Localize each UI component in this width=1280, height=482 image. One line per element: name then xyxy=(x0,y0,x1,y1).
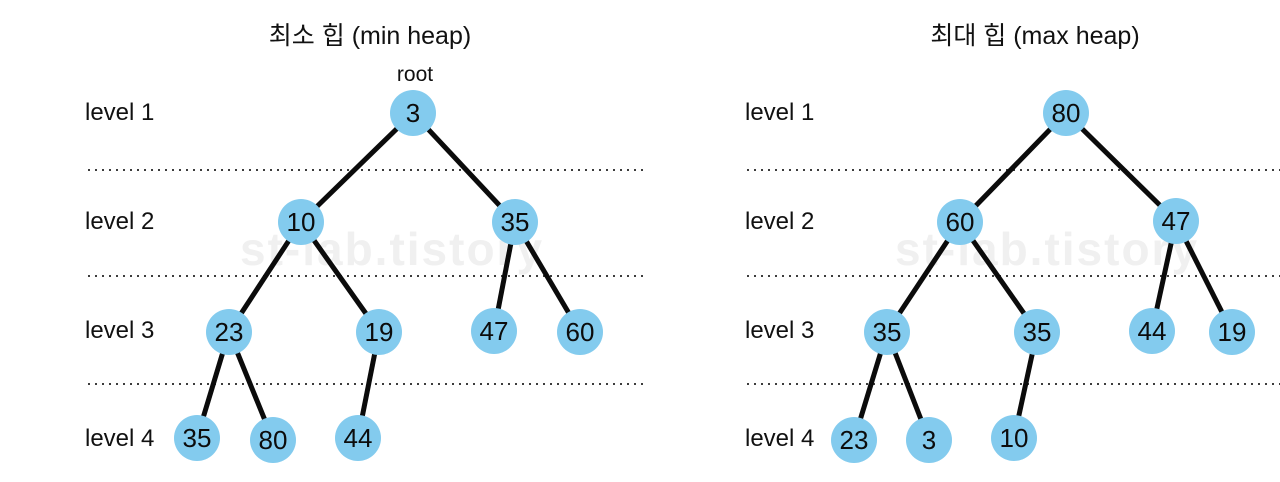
level-3-label-right: level 3 xyxy=(745,317,815,344)
node-max-3: 3 xyxy=(906,417,952,463)
node-min-44: 44 xyxy=(335,415,381,461)
node-max-root-80: 80 xyxy=(1043,90,1089,136)
level-2-label-left: level 2 xyxy=(85,208,155,235)
level-separator-2-left xyxy=(88,275,643,277)
level-separator-1-left xyxy=(88,169,643,171)
edge-max-80-60 xyxy=(958,111,1068,224)
edge-min-3-10 xyxy=(299,111,415,224)
node-min-10: 10 xyxy=(278,199,324,245)
node-max-19: 19 xyxy=(1209,309,1255,355)
node-max-35-b: 35 xyxy=(1014,309,1060,355)
max-heap-title: 최대 힙 (max heap) xyxy=(930,22,1140,50)
level-4-label-right: level 4 xyxy=(745,425,815,452)
node-min-root-3: 3 xyxy=(390,90,436,136)
node-min-23: 23 xyxy=(206,309,252,355)
level-separator-2-right xyxy=(747,275,1280,277)
node-min-60: 60 xyxy=(557,309,603,355)
node-min-47: 47 xyxy=(471,308,517,354)
node-max-44: 44 xyxy=(1129,308,1175,354)
node-max-35-a: 35 xyxy=(864,309,910,355)
edge-min-3-35 xyxy=(411,111,517,224)
level-separator-3-left xyxy=(88,383,643,385)
node-max-47: 47 xyxy=(1153,198,1199,244)
node-min-35-l2: 35 xyxy=(492,199,538,245)
edge-max-80-47 xyxy=(1064,111,1178,223)
level-4-label-left: level 4 xyxy=(85,425,155,452)
node-max-10: 10 xyxy=(991,415,1037,461)
level-3-label-left: level 3 xyxy=(85,317,155,344)
node-min-35-l4: 35 xyxy=(174,415,220,461)
level-1-label-left: level 1 xyxy=(85,99,155,126)
level-1-label-right: level 1 xyxy=(745,99,815,126)
min-heap-title: 최소 힙 (min heap) xyxy=(268,22,472,50)
level-2-label-right: level 2 xyxy=(745,208,815,235)
level-separator-3-right xyxy=(747,383,1280,385)
node-max-60: 60 xyxy=(937,199,983,245)
node-max-23: 23 xyxy=(831,417,877,463)
node-min-80: 80 xyxy=(250,417,296,463)
root-label: root xyxy=(396,63,434,86)
node-min-19: 19 xyxy=(356,309,402,355)
